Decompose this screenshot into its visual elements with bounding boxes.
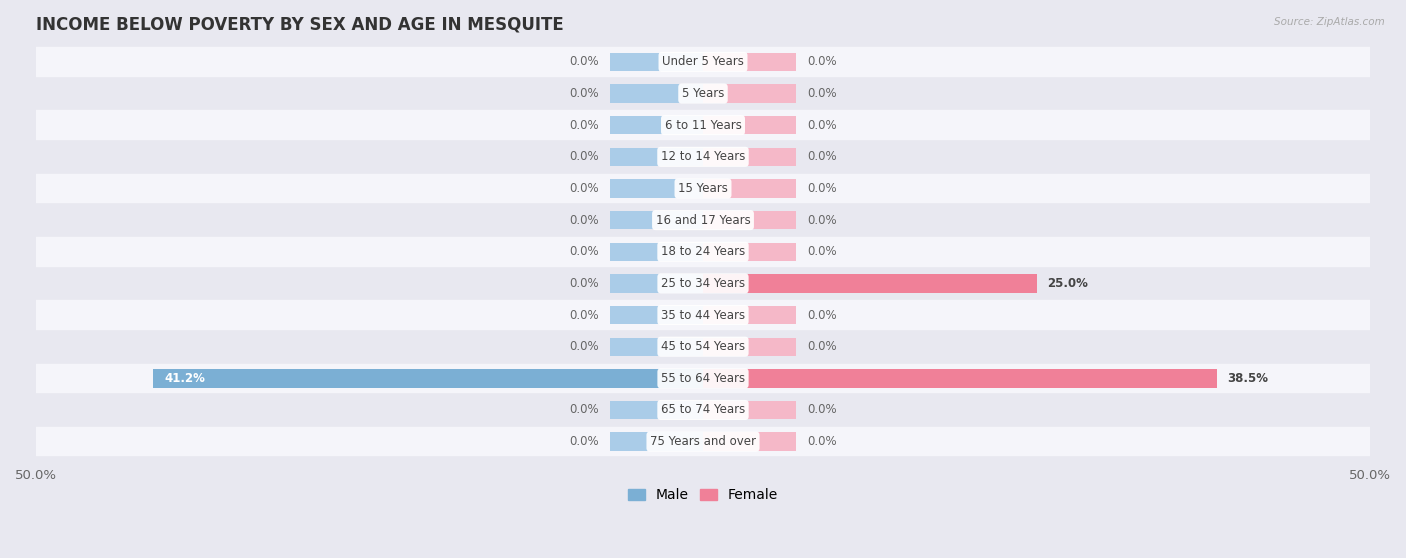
Text: INCOME BELOW POVERTY BY SEX AND AGE IN MESQUITE: INCOME BELOW POVERTY BY SEX AND AGE IN M…	[37, 15, 564, 33]
Text: 0.0%: 0.0%	[807, 214, 837, 227]
Bar	[610, 401, 703, 419]
Bar	[610, 52, 703, 71]
Text: 55 to 64 Years: 55 to 64 Years	[661, 372, 745, 385]
Bar	[610, 84, 703, 103]
Bar	[610, 116, 703, 134]
Bar	[610, 243, 703, 261]
Text: 25.0%: 25.0%	[1047, 277, 1088, 290]
Text: 16 and 17 Years: 16 and 17 Years	[655, 214, 751, 227]
Bar	[610, 338, 703, 356]
Bar	[610, 306, 703, 324]
Text: 18 to 24 Years: 18 to 24 Years	[661, 246, 745, 258]
Bar	[703, 338, 796, 356]
Text: 0.0%: 0.0%	[569, 182, 599, 195]
Bar	[37, 299, 1369, 331]
Text: 0.0%: 0.0%	[569, 340, 599, 353]
Bar	[37, 394, 1369, 426]
Text: 0.0%: 0.0%	[807, 150, 837, 163]
Text: 0.0%: 0.0%	[569, 403, 599, 416]
Text: 0.0%: 0.0%	[807, 246, 837, 258]
Text: Under 5 Years: Under 5 Years	[662, 55, 744, 69]
Text: 0.0%: 0.0%	[807, 340, 837, 353]
Text: 0.0%: 0.0%	[569, 246, 599, 258]
Text: 65 to 74 Years: 65 to 74 Years	[661, 403, 745, 416]
Bar	[703, 211, 796, 229]
Bar	[610, 179, 703, 198]
Bar	[153, 369, 703, 387]
Text: 0.0%: 0.0%	[807, 403, 837, 416]
Bar	[37, 46, 1369, 78]
Text: 75 Years and over: 75 Years and over	[650, 435, 756, 448]
Text: 25 to 34 Years: 25 to 34 Years	[661, 277, 745, 290]
Bar	[703, 148, 796, 166]
Text: 0.0%: 0.0%	[569, 150, 599, 163]
Text: 0.0%: 0.0%	[807, 119, 837, 132]
Bar	[703, 369, 1216, 387]
Bar	[37, 109, 1369, 141]
Text: 0.0%: 0.0%	[569, 214, 599, 227]
Text: 12 to 14 Years: 12 to 14 Years	[661, 150, 745, 163]
Bar	[37, 78, 1369, 109]
Text: 0.0%: 0.0%	[807, 182, 837, 195]
Bar	[703, 306, 796, 324]
Text: 38.5%: 38.5%	[1227, 372, 1268, 385]
Bar	[703, 401, 796, 419]
Bar	[703, 116, 796, 134]
Bar	[37, 268, 1369, 299]
Text: Source: ZipAtlas.com: Source: ZipAtlas.com	[1274, 17, 1385, 27]
Text: 45 to 54 Years: 45 to 54 Years	[661, 340, 745, 353]
Text: 0.0%: 0.0%	[807, 435, 837, 448]
Bar	[610, 211, 703, 229]
Bar	[703, 52, 796, 71]
Bar	[37, 363, 1369, 394]
Text: 0.0%: 0.0%	[569, 435, 599, 448]
Text: 0.0%: 0.0%	[569, 309, 599, 321]
Text: 0.0%: 0.0%	[807, 87, 837, 100]
Bar	[703, 432, 796, 451]
Bar	[37, 172, 1369, 204]
Bar	[703, 274, 1036, 292]
Text: 35 to 44 Years: 35 to 44 Years	[661, 309, 745, 321]
Bar	[37, 141, 1369, 172]
Text: 41.2%: 41.2%	[165, 372, 205, 385]
Text: 15 Years: 15 Years	[678, 182, 728, 195]
Text: 0.0%: 0.0%	[569, 119, 599, 132]
Bar	[37, 426, 1369, 458]
Bar	[610, 274, 703, 292]
Bar	[703, 243, 796, 261]
Bar	[703, 179, 796, 198]
Text: 0.0%: 0.0%	[807, 309, 837, 321]
Text: 0.0%: 0.0%	[569, 277, 599, 290]
Text: 0.0%: 0.0%	[807, 55, 837, 69]
Bar	[37, 331, 1369, 363]
Text: 0.0%: 0.0%	[569, 55, 599, 69]
Bar	[37, 204, 1369, 236]
Bar	[37, 236, 1369, 268]
Bar	[703, 84, 796, 103]
Text: 0.0%: 0.0%	[569, 87, 599, 100]
Bar	[610, 432, 703, 451]
Legend: Male, Female: Male, Female	[623, 483, 783, 508]
Text: 6 to 11 Years: 6 to 11 Years	[665, 119, 741, 132]
Text: 5 Years: 5 Years	[682, 87, 724, 100]
Bar	[610, 148, 703, 166]
